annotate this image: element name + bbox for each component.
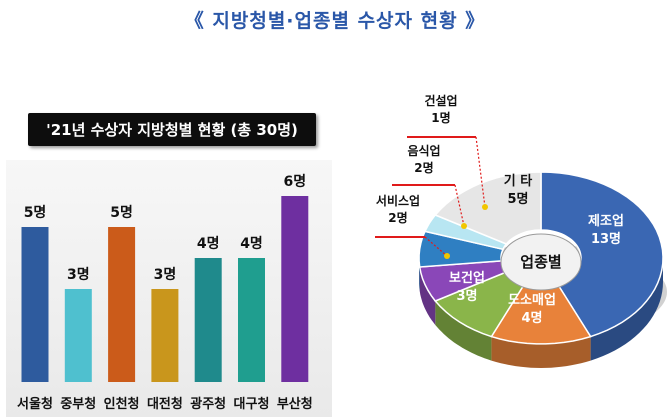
callout-value-label: 2명 [388,211,407,225]
bar [108,227,136,382]
bar-value-label: 3명 [154,266,177,283]
slice-name-label: 기 타 [504,173,532,189]
donut-shadow [423,244,667,340]
callout-dot [444,253,450,259]
bar-value-label: 5명 [24,204,47,221]
category-label: 대전청 [147,396,183,412]
category-label: 대구청 [234,396,270,412]
bar-value-label: 5명 [110,204,133,221]
callout-name-label: 서비스업 [376,193,420,208]
page-title: 《 지방청별·업종별 수상자 현황 》 [184,10,486,32]
bar [238,258,265,382]
slice-name-label: 보건업 [449,270,485,286]
donut-slice [418,260,508,302]
donut-slice-side [491,336,591,368]
callout-value-label: 1명 [431,111,450,125]
donut-center-label: 업종별 [520,253,561,271]
bar [281,196,309,382]
slice-name-label: 제조업 [588,214,624,229]
bar-value-label: 6명 [283,173,306,190]
bar-value-label: 3명 [67,266,90,283]
bar [64,289,92,382]
callout-value-label: 2명 [414,161,433,175]
callout-dot [482,204,488,210]
slice-name-label: 도소매업 [508,293,556,308]
slice-value-label: 3명 [456,288,477,304]
donut-slice-side [590,258,663,361]
donut-slice [490,282,592,345]
slice-value-label: 5명 [507,191,528,207]
category-label: 인천청 [104,396,140,412]
category-label: 광주청 [190,396,226,412]
category-label: 부산청 [277,396,313,412]
bar-chart-title: '21년 수상자 지방청별 현황 (총 30명) [28,113,316,146]
donut-slice [434,271,526,338]
bar [151,289,179,382]
callout-dot [461,223,467,229]
bar-value-label: 4명 [240,235,263,252]
donut-slice [434,171,542,245]
bar-value-label: 4명 [197,235,220,252]
bar [194,258,222,382]
callout-name-label: 음식업 [407,143,440,158]
callout-leader [454,184,465,227]
donut-center [500,233,582,291]
category-label: 서울청 [17,396,53,412]
donut-slice [540,171,664,338]
donut-slice-side [435,301,492,361]
donut-slice [418,230,505,268]
donut-slice-side [419,258,420,291]
callout-name-label: 건설업 [424,93,457,108]
callout-leader [424,236,448,257]
donut-slice-side [419,267,436,325]
bar [21,227,49,382]
callout-leader [475,136,486,208]
category-label: 중부청 [60,396,96,412]
slice-value-label: 13명 [591,231,621,247]
slice-value-label: 4명 [521,310,542,326]
donut-slice [423,214,508,251]
